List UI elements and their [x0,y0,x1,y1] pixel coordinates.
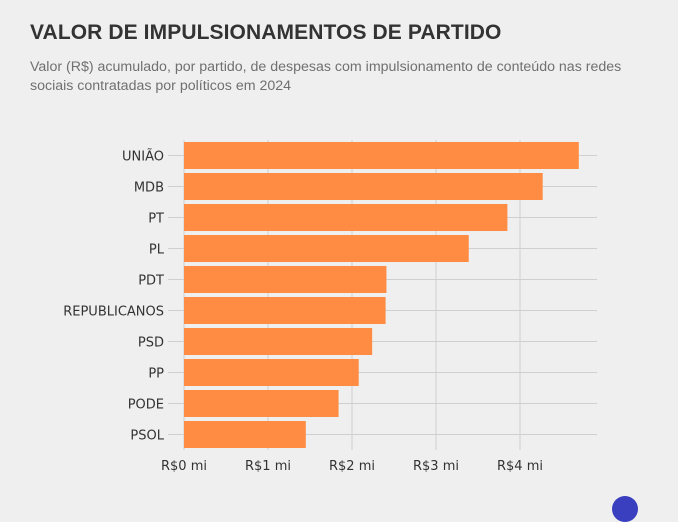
bar-7 [184,359,359,386]
bar-4 [184,266,387,293]
category-label-4: PDT [138,274,164,289]
tick-label-3: R$3 mi [413,459,459,474]
category-label-5: REPUBLICANOS [63,305,164,320]
chart-title: VALOR DE IMPULSIONAMENTOS DE PARTIDO [30,21,502,44]
bar-1 [184,173,543,200]
tick-label-4: R$4 mi [497,459,543,474]
category-label-8: PODE [128,398,164,413]
category-label-9: PSOL [130,429,164,444]
tick-label-0: R$0 mi [161,459,207,474]
category-label-0: UNIÃO [122,149,164,165]
category-label-1: MDB [134,181,164,196]
bars [184,142,579,448]
corner-badge [612,496,638,522]
bar-0 [184,142,579,169]
bar-9 [184,421,306,448]
category-labels: UNIÃO MDB PT PL PDT REPUBLICANOS PSD PP PODE PSOL [63,149,165,444]
category-label-3: PL [149,243,165,258]
tick-label-2: R$2 mi [329,459,375,474]
tick-label-1: R$1 mi [245,459,291,474]
bar-3 [184,235,469,262]
chart-subtitle: Valor (R$) acumulado, por partido, de de… [30,59,622,94]
bar-chart: UNIÃO MDB PT PL PDT REPUBLICANOS PSD PP PODE PSOL… [63,140,597,474]
bar-8 [184,390,339,417]
bar-5 [184,297,386,324]
bar-6 [184,328,373,355]
category-label-2: PT [148,212,164,227]
category-label-7: PP [148,367,164,382]
bar-2 [184,204,508,231]
x-axis-ticks: R$0 mi R$1 mi R$2 mi R$3 mi R$4 mi [161,459,543,474]
category-label-6: PSD [138,336,164,351]
